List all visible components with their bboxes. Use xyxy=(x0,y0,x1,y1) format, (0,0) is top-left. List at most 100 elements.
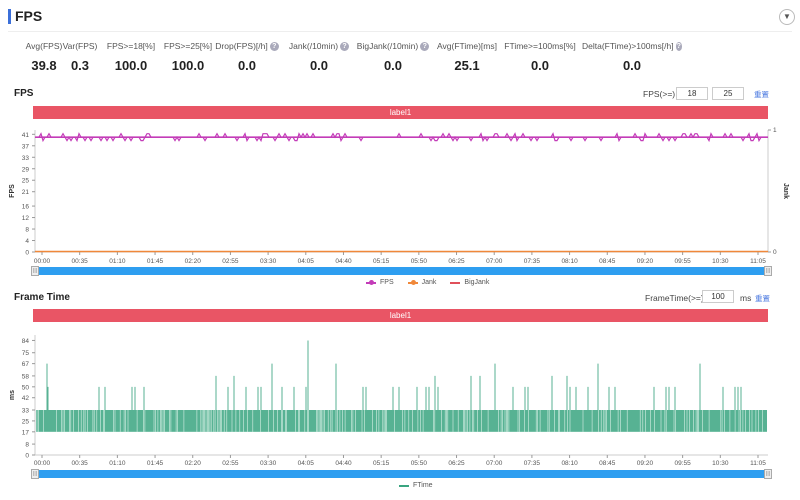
stat-value: 0.0 xyxy=(383,58,403,73)
stat-item: Drop(FPS)[/h]? 0.0 xyxy=(197,41,297,73)
y-axis-label: ms xyxy=(9,390,16,400)
y-tick-label: 58 xyxy=(22,373,30,380)
legend-swatch-icon xyxy=(366,279,376,285)
stat-label-text: Avg(FTime)[ms] xyxy=(437,41,497,51)
stat-value: 25.1 xyxy=(454,58,480,73)
page-title: FPS xyxy=(15,8,43,24)
frametime-slider-right-handle[interactable]: ||| xyxy=(764,469,772,479)
fps-chart: 0 4 8 12 16 21 25 29 33 37 41 FPS 1 0 Jank 00:00 00:35 01… xyxy=(9,127,789,265)
divider xyxy=(8,31,792,32)
frametime-legend: FTime xyxy=(399,482,433,489)
x-tick-label: 01:10 xyxy=(109,460,126,467)
y-tick-label: 4 xyxy=(25,238,29,245)
stat-item: Jank(/10min)? 0.0 xyxy=(269,41,369,73)
y-tick-label: 42 xyxy=(22,395,30,402)
stat-value: 100.0 xyxy=(114,58,148,73)
legend-label: FPS xyxy=(380,279,394,286)
stat-value: 0.0 xyxy=(530,58,550,73)
y-tick-label: 75 xyxy=(22,350,30,357)
stat-label: Delta(FTime)>100ms[/h]? xyxy=(582,41,682,51)
x-tick-label: 09:20 xyxy=(637,258,654,265)
fps-threshold-2-input[interactable] xyxy=(712,87,744,100)
x-tick-label: 07:00 xyxy=(486,258,503,265)
frametime-unit: ms xyxy=(740,293,752,303)
legend-item[interactable]: FTime xyxy=(399,482,433,489)
stat-item: FPS>=18[%] 100.0 xyxy=(81,41,181,73)
ftime-band xyxy=(36,410,767,432)
y-tick-label: 12 xyxy=(22,215,30,222)
legend-swatch-icon xyxy=(407,279,418,285)
x-tick-label: 05:15 xyxy=(373,258,390,265)
x-tick-label: 05:50 xyxy=(411,460,428,467)
x-tick-label: 09:55 xyxy=(674,460,691,467)
stat-label-text: FPS>=25[%] xyxy=(163,41,213,51)
header-accent-bar xyxy=(8,9,11,24)
frametime-threshold-input[interactable] xyxy=(702,290,734,303)
x-tick-label: 07:35 xyxy=(524,460,541,467)
frametime-slider-left-handle[interactable]: ||| xyxy=(31,469,39,479)
y-tick-label: 25 xyxy=(22,418,30,425)
x-tick-label: 02:55 xyxy=(222,460,239,467)
y-tick-label: 33 xyxy=(22,155,30,162)
frametime-reset-link[interactable]: 重置 xyxy=(755,294,770,303)
stat-item: Var(FPS) 0.3 xyxy=(30,41,130,73)
x-tick-label: 04:05 xyxy=(298,258,315,265)
x-tick-label: 08:10 xyxy=(561,460,578,467)
fps-slider-right-handle[interactable]: ||| xyxy=(764,266,772,276)
y-tick-label: 33 xyxy=(22,408,30,415)
fps-label-bar[interactable]: label1 xyxy=(33,106,768,119)
x-tick-label: 06:25 xyxy=(448,460,465,467)
y2-axis-label: Jank xyxy=(782,183,789,199)
x-tick-label: 01:45 xyxy=(147,258,164,265)
y2-tick-label: 0 xyxy=(773,249,777,256)
ftime-gaps xyxy=(36,410,763,432)
legend-swatch-icon xyxy=(399,484,409,487)
stat-item: Delta(FTime)>100ms[/h]? 0.0 xyxy=(582,41,682,73)
stat-label: BigJank(/10min)? xyxy=(343,41,443,51)
y-tick-label: 25 xyxy=(22,178,30,185)
x-tick-label: 11:05 xyxy=(750,258,766,265)
frametime-section-title: Frame Time xyxy=(14,292,70,303)
help-icon[interactable]: ? xyxy=(269,41,279,51)
y-tick-label: 41 xyxy=(22,132,30,139)
fps-reset-link[interactable]: 重置 xyxy=(754,90,769,99)
y-tick-label: 17 xyxy=(22,429,30,436)
y-tick-label: 0 xyxy=(25,250,29,257)
y-tick-label: 21 xyxy=(22,189,30,196)
stat-label-text: Delta(FTime)>100ms[/h] xyxy=(582,41,674,51)
frametime-zoom-slider[interactable]: ||| ||| xyxy=(31,469,772,479)
stat-value: 39.8 xyxy=(31,58,57,73)
fps-threshold-1-input[interactable] xyxy=(676,87,708,100)
y-tick-label: 50 xyxy=(22,384,30,391)
y-tick-label: 8 xyxy=(25,442,29,449)
legend-item[interactable]: FPS xyxy=(366,279,394,286)
legend-item[interactable]: BigJank xyxy=(450,279,489,286)
stat-label-text: Jank(/10min) xyxy=(288,41,339,51)
y-tick-label: 29 xyxy=(22,166,30,173)
fps-zoom-slider[interactable]: ||| ||| xyxy=(31,266,772,276)
stat-label: Avg(FPS) xyxy=(0,41,94,51)
collapse-button[interactable]: ▼ xyxy=(779,9,795,25)
x-tick-label: 02:20 xyxy=(185,258,202,265)
stat-label: Var(FPS) xyxy=(30,41,130,51)
stat-item: BigJank(/10min)? 0.0 xyxy=(343,41,443,73)
x-tick-label: 04:05 xyxy=(298,460,315,467)
fps-slider-left-handle[interactable]: ||| xyxy=(31,266,39,276)
fps-section-title: FPS xyxy=(14,88,34,99)
help-icon[interactable]: ? xyxy=(420,41,430,51)
frametime-label-bar[interactable]: label1 xyxy=(33,309,768,322)
fps-threshold-label: FPS(>=) xyxy=(643,89,676,99)
y-tick-label: 16 xyxy=(22,204,30,211)
y-tick-label: 67 xyxy=(22,361,30,368)
x-tick-label: 01:10 xyxy=(109,258,126,265)
legend-item[interactable]: Jank xyxy=(407,279,436,286)
stat-label: FTime>=100ms[%] xyxy=(490,41,590,51)
help-icon[interactable]: ? xyxy=(675,41,682,51)
stat-value: 0.3 xyxy=(70,58,90,73)
help-icon[interactable]: ? xyxy=(340,41,350,51)
stat-value: 0.0 xyxy=(309,58,329,73)
x-tick-label: 10:30 xyxy=(712,258,729,265)
fps-legend: FPS Jank BigJank xyxy=(366,279,489,286)
x-tick-label: 10:30 xyxy=(712,460,729,467)
stat-label-text: BigJank(/10min) xyxy=(356,41,419,51)
